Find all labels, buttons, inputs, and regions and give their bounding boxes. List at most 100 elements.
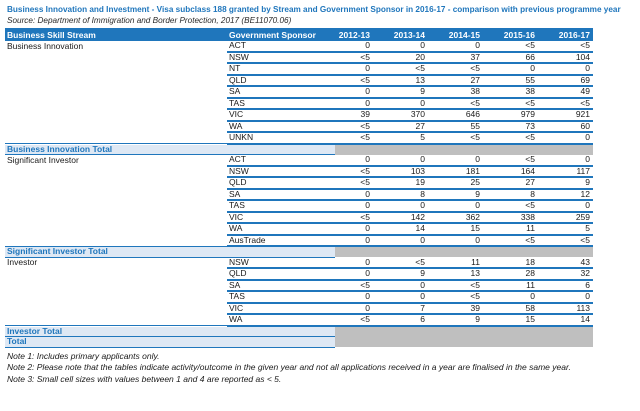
value-cell: <5 — [483, 200, 538, 213]
visa-grants-table: Business Skill Stream Government Sponsor… — [5, 28, 593, 348]
stream-cell — [5, 52, 227, 64]
value-cell: 0 — [538, 132, 593, 145]
value-cell: <5 — [373, 257, 428, 269]
value-cell: 73 — [483, 120, 538, 133]
value-cell: 0 — [428, 154, 483, 167]
value-cell: 18 — [483, 257, 538, 269]
table-row: NSW <5 103 181 164 117 — [5, 165, 593, 178]
stream-cell — [5, 235, 227, 247]
table-row: QLD 0 9 13 28 32 — [5, 268, 593, 281]
value-cell: 6 — [373, 314, 428, 327]
value-cell: 8 — [373, 188, 428, 201]
value-cell: 142 — [373, 211, 428, 224]
sponsor-cell: AusTrade — [227, 234, 335, 247]
value-cell: 0 — [335, 188, 373, 201]
value-cell: 362 — [428, 211, 483, 224]
value-cell: 979 — [483, 109, 538, 122]
value-cell: 13 — [373, 74, 428, 87]
value-cell: 11 — [483, 223, 538, 236]
value-cell: 66 — [483, 51, 538, 64]
value-cell: 0 — [373, 234, 428, 247]
stream-cell — [5, 268, 227, 280]
value-cell: 39 — [428, 302, 483, 315]
value-cell: 0 — [335, 291, 373, 304]
column-header-2012-13: 2012-13 — [335, 28, 373, 41]
value-cell: 37 — [428, 51, 483, 64]
stream-cell — [5, 177, 227, 189]
sponsor-cell: WA — [227, 120, 335, 133]
group-total-label: Significant Investor Total — [5, 245, 335, 258]
stream-cell — [5, 291, 227, 303]
sponsor-cell: NSW — [227, 165, 335, 178]
value-cell: <5 — [428, 97, 483, 110]
value-cell: 113 — [538, 302, 593, 315]
table-row: TAS 0 0 <5 <5 <5 — [5, 97, 593, 110]
value-cell: 0 — [373, 291, 428, 304]
table-row: QLD <5 13 27 55 69 — [5, 74, 593, 87]
value-cell: 20 — [373, 51, 428, 64]
value-cell: 58 — [483, 302, 538, 315]
value-cell: <5 — [483, 97, 538, 110]
value-cell: 12 — [538, 188, 593, 201]
value-cell: <5 — [483, 132, 538, 145]
table-row: TAS 0 0 0 <5 0 — [5, 200, 593, 213]
stream-cell — [5, 132, 227, 144]
value-cell: 55 — [428, 120, 483, 133]
value-cell: 14 — [373, 223, 428, 236]
sponsor-cell: ACT — [227, 154, 335, 167]
group-total-row: Significant Investor Total — [5, 245, 593, 258]
value-cell: <5 — [373, 63, 428, 76]
value-cell: 6 — [538, 279, 593, 292]
value-cell: 0 — [373, 97, 428, 110]
stream-cell — [5, 75, 227, 87]
stream-cell: Investor — [7, 257, 38, 268]
value-cell: 49 — [538, 86, 593, 99]
value-cell: <5 — [538, 97, 593, 110]
table-body: Business Innovation ACT 0 0 0 <5 <5 NSW <5 20 37 66… — [5, 41, 593, 348]
sponsor-cell: QLD — [227, 74, 335, 87]
value-cell: 13 — [428, 268, 483, 281]
footnote-1: Note 1: Includes primary applicants only… — [7, 350, 160, 361]
value-cell: 0 — [335, 63, 373, 76]
stream-cell — [5, 303, 227, 315]
value-cell: 0 — [335, 97, 373, 110]
stream-cell — [5, 280, 227, 292]
column-header-2016-17: 2016-17 — [538, 28, 593, 41]
value-cell: <5 — [428, 279, 483, 292]
value-cell: <5 — [335, 120, 373, 133]
value-cell: <5 — [428, 63, 483, 76]
value-cell: <5 — [335, 211, 373, 224]
stream-cell — [5, 98, 227, 110]
source-line: Source: Department of Immigration and Bo… — [7, 16, 292, 25]
sponsor-cell: NT — [227, 63, 335, 76]
value-cell: 0 — [335, 154, 373, 167]
value-cell: 9 — [373, 86, 428, 99]
column-header-sponsor: Government Sponsor — [227, 28, 335, 41]
table-row: VIC 0 7 39 58 113 — [5, 302, 593, 315]
value-cell: 27 — [428, 74, 483, 87]
table-row: NT 0 <5 <5 0 0 — [5, 63, 593, 76]
value-cell: <5 — [335, 74, 373, 87]
value-cell: <5 — [335, 279, 373, 292]
table-row: Investor NSW 0 <5 11 18 43 — [5, 257, 593, 269]
value-cell: 5 — [373, 132, 428, 145]
group-total-row: Business Innovation Total — [5, 143, 593, 155]
report-page: Business Innovation and Investment - Vis… — [5, 4, 621, 385]
value-cell: 9 — [373, 268, 428, 281]
value-cell: 28 — [483, 268, 538, 281]
sponsor-cell: VIC — [227, 109, 335, 122]
table-row: SA 0 8 9 8 12 — [5, 188, 593, 201]
table-row: Significant Investor ACT 0 0 0 <5 0 — [5, 154, 593, 167]
value-cell: 0 — [335, 302, 373, 315]
stream-cell — [5, 314, 227, 326]
sponsor-cell: ACT — [227, 41, 335, 53]
value-cell: 0 — [335, 268, 373, 281]
stream-cell — [5, 109, 227, 121]
value-cell: 25 — [428, 177, 483, 190]
value-cell: 0 — [335, 234, 373, 247]
value-cell: 0 — [335, 223, 373, 236]
column-header-2014-15: 2014-15 — [428, 28, 483, 41]
group-total-row: Investor Total — [5, 325, 593, 337]
sponsor-cell: QLD — [227, 268, 335, 281]
value-cell: 69 — [538, 74, 593, 87]
